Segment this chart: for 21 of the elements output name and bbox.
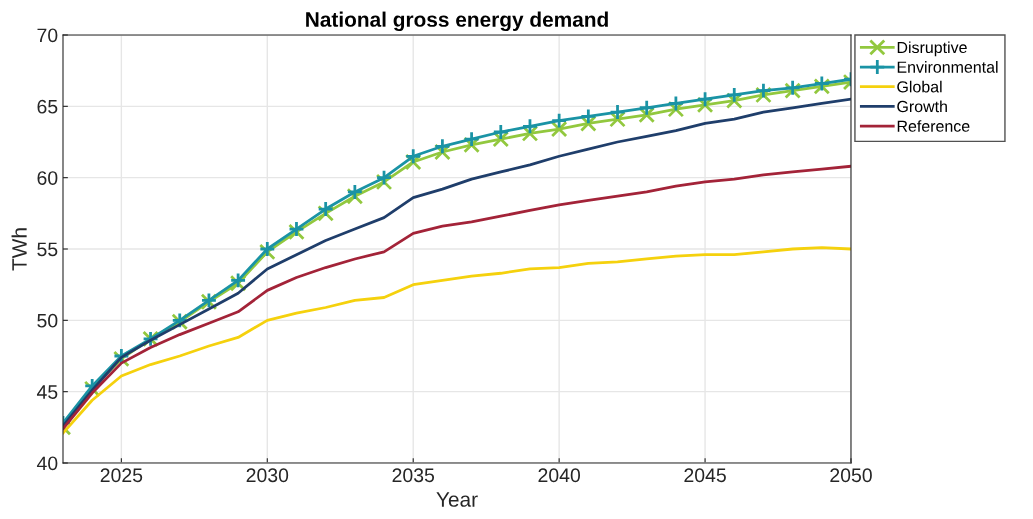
x-tick-label: 2035 xyxy=(392,468,435,483)
legend-label: Global xyxy=(897,80,942,93)
legend-label: Growth xyxy=(897,100,947,113)
chart-title: National gross energy demand xyxy=(306,11,608,32)
y-tick-label: 60 xyxy=(37,171,58,185)
y-axis-title: TWh xyxy=(11,228,27,271)
x-tick-label: 2025 xyxy=(100,468,143,483)
legend-label: Disruptive xyxy=(897,41,967,57)
x-tick-label: 2040 xyxy=(538,468,581,483)
y-tick-label: 65 xyxy=(37,99,58,114)
x-tick-label: 2050 xyxy=(830,468,872,483)
y-tick-label: 70 xyxy=(37,28,58,43)
legend-label: Reference xyxy=(897,120,970,132)
legend-label: Environmental xyxy=(897,61,998,73)
y-tick-label: 40 xyxy=(36,456,58,471)
y-tick-label: 50 xyxy=(37,313,58,328)
y-tick-label: 55 xyxy=(37,242,58,257)
x-tick-label: 2030 xyxy=(246,468,289,483)
y-tick-label: 45 xyxy=(36,385,58,399)
x-tick-label: 2045 xyxy=(684,468,726,483)
x-axis-title: Year xyxy=(436,492,478,507)
